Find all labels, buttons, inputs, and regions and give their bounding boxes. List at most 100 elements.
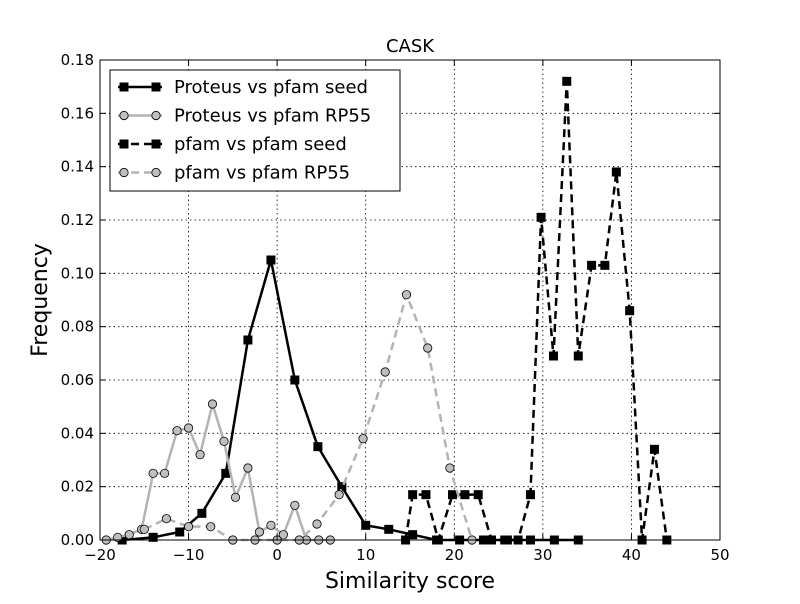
data-point	[401, 290, 412, 300]
data-point	[266, 255, 276, 265]
data-point	[358, 434, 368, 444]
data-point	[611, 167, 621, 177]
data-point	[139, 524, 149, 534]
data-point	[460, 490, 470, 500]
data-point	[230, 492, 241, 502]
series-line	[143, 293, 474, 542]
data-point	[313, 442, 323, 452]
x-tick-label: 40	[622, 546, 641, 564]
plot-frame	[99, 59, 721, 541]
series-4	[139, 290, 477, 545]
y-tick-label: 0.18	[61, 51, 94, 69]
data-point	[219, 436, 229, 446]
data-point	[175, 527, 185, 537]
legend-label: Proteus vs pfam seed	[174, 77, 368, 98]
data-point	[243, 335, 253, 345]
series-layer	[101, 76, 672, 545]
data-point	[160, 468, 170, 478]
data-point	[600, 260, 610, 270]
legend-entry: Proteus vs pfam RP55	[118, 106, 371, 127]
data-point	[148, 468, 158, 478]
data-point	[221, 468, 231, 478]
x-tick-label: 0	[272, 546, 282, 564]
chart-title: CASK	[386, 36, 435, 57]
data-point	[197, 508, 207, 518]
data-point	[525, 490, 535, 500]
legend-marker	[119, 110, 129, 121]
data-point	[183, 423, 194, 433]
data-point	[562, 76, 572, 86]
legend-marker	[151, 82, 161, 92]
y-tick-label: 0.04	[61, 424, 94, 442]
data-point	[573, 351, 583, 361]
y-axis-title: Frequency	[28, 243, 53, 357]
data-point	[161, 514, 172, 524]
data-point	[113, 532, 123, 542]
data-point	[380, 367, 390, 377]
data-point	[206, 522, 216, 532]
data-point	[587, 260, 597, 270]
data-point	[266, 520, 276, 530]
data-point	[625, 306, 635, 316]
legend-label: pfam vs pfam seed	[174, 134, 347, 155]
data-point	[195, 450, 205, 460]
legend-marker	[119, 82, 129, 92]
y-tick-label: 0.12	[61, 211, 94, 229]
legend-marker	[119, 139, 129, 149]
y-tick-label: 0.10	[61, 264, 94, 282]
legend-entry: pfam vs pfam seed	[118, 134, 347, 155]
grid	[100, 60, 720, 540]
data-point	[207, 399, 218, 409]
data-point	[408, 490, 418, 500]
data-point	[172, 426, 182, 436]
x-tick-label: 10	[356, 546, 375, 564]
data-point	[312, 519, 322, 529]
data-point	[408, 530, 418, 540]
legend-entry: pfam vs pfam RP55	[118, 163, 350, 184]
data-point	[290, 500, 300, 510]
legend-marker	[119, 167, 129, 178]
y-tick-label: 0.08	[61, 318, 94, 336]
legend-label: Proteus vs pfam RP55	[174, 106, 371, 127]
data-point	[423, 343, 433, 353]
x-axis-title: Similarity score	[325, 569, 495, 594]
axis-ticks: −20 −10 0 10 20 30 40 50 0.00 0.02 0.04 0.06 0.08 0.1…	[61, 51, 730, 564]
y-tick-label: 0.06	[61, 371, 94, 389]
series-2	[101, 399, 335, 545]
x-tick-label: −20	[84, 546, 116, 564]
data-point	[148, 532, 158, 542]
data-point	[243, 463, 253, 473]
series-line	[404, 80, 669, 542]
y-tick-label: 0.16	[61, 104, 94, 122]
data-point	[421, 490, 431, 500]
series-line	[105, 402, 331, 542]
x-tick-label: 20	[445, 546, 464, 564]
y-tick-label: 0.02	[61, 478, 94, 496]
legend-label: pfam vs pfam RP55	[174, 163, 350, 184]
data-point	[334, 490, 344, 500]
data-point	[536, 212, 546, 222]
data-point	[290, 375, 300, 385]
y-tick-label: 0.14	[61, 158, 94, 176]
data-point	[254, 527, 265, 537]
legend-marker	[151, 139, 161, 149]
data-point	[448, 490, 458, 500]
data-point	[473, 490, 483, 500]
data-point	[361, 520, 371, 530]
data-point	[384, 524, 394, 534]
legend-entry: Proteus vs pfam seed	[118, 77, 368, 98]
x-tick-label: −10	[173, 546, 205, 564]
data-point	[548, 351, 558, 361]
data-point	[124, 530, 134, 540]
data-point	[183, 522, 194, 532]
y-tick-label: 0.00	[61, 531, 94, 549]
legend-marker	[151, 110, 161, 121]
data-point	[649, 444, 659, 454]
legend-marker	[151, 167, 161, 178]
data-point	[445, 463, 455, 473]
x-tick-label: 30	[533, 546, 552, 564]
x-tick-label: 50	[710, 546, 729, 564]
legend: Proteus vs pfam seed Proteus vs pfam RP55…	[109, 69, 401, 192]
